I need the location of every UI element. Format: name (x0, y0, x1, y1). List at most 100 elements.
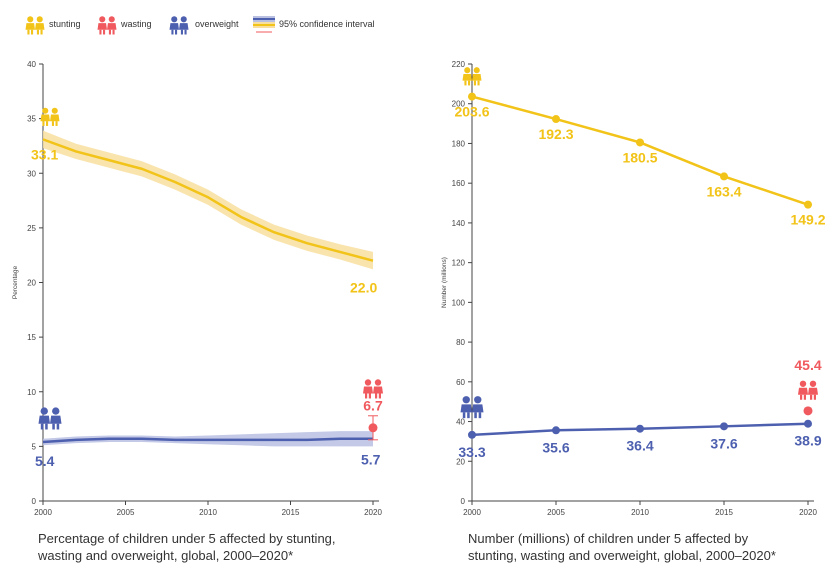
caption-left: Percentage of children under 5 affected … (38, 530, 336, 564)
left-y-tick-label: 35 (27, 115, 36, 124)
left-overweight-icon-head-1 (52, 407, 60, 415)
right-stunting-icon-leg-a-0 (464, 80, 467, 86)
right-overweight-value-label: 38.9 (794, 433, 821, 449)
right-y-axis-label: Number (millions) (441, 257, 448, 308)
right-stunting-icon-body-0 (462, 74, 472, 81)
right-y-tick-label: 80 (456, 338, 465, 347)
left-y-axis-label: Percentage (12, 265, 19, 299)
left-stunting-icon-body-0 (40, 114, 50, 122)
right-overweight-icon-head-0 (462, 396, 470, 404)
right-y-tick-label: 20 (456, 457, 465, 466)
left-overweight-icon-leg-a-0 (40, 423, 44, 430)
overweight-legend-figure-body-0 (169, 23, 179, 30)
right-x-tick-label: 2005 (547, 508, 565, 517)
right-overweight-value-label: 37.6 (710, 435, 737, 451)
number-chart: 0 20 40 60 80 100 120 140 160 180 200 220 2000 2005 20… (441, 60, 826, 517)
right-stunting-value-label: 149.2 (790, 212, 825, 228)
left-stunting-icon-leg-b-1 (55, 121, 58, 126)
overweight-children-icon (169, 16, 189, 35)
right-wasting-icon (798, 380, 818, 400)
right-stunting-icon-head-1 (473, 67, 480, 74)
left-x-tick-label: 2000 (34, 508, 52, 517)
left-y-tick-label: 0 (32, 497, 37, 506)
legend-label-overweight: overweight (195, 19, 239, 29)
overweight-legend-figure-leg-b-1 (184, 29, 187, 35)
legend-label-ci: 95% confidence interval (279, 19, 375, 29)
right-stunting-value-label: 192.3 (538, 126, 573, 142)
wasting-legend-figure-head-1 (108, 16, 115, 23)
right-x-tick-label: 2020 (799, 508, 817, 517)
right-stunting-point (720, 172, 728, 181)
wasting-legend-figure-leg-b-1 (112, 29, 115, 35)
right-stunting-point (552, 115, 560, 124)
stunting-legend-figure (25, 16, 45, 35)
right-stunting-point (804, 200, 812, 209)
right-overweight-point (636, 424, 644, 433)
wasting-legend-figure-leg-b-0 (103, 29, 106, 35)
caption-left-line1: Percentage of children under 5 affected … (38, 531, 336, 546)
left-wasting-icon-body-1 (373, 386, 383, 394)
right-stunting-value-label: 203.6 (454, 104, 489, 120)
right-stunting-icon-head-0 (464, 67, 471, 74)
left-stunting-icon-head-0 (42, 107, 49, 114)
left-x-tick-label: 2020 (364, 508, 382, 517)
legend-item-overweight: overweight (166, 12, 239, 36)
overweight-legend-figure-head-0 (171, 16, 178, 23)
left-overweight-icon-leg-a-1 (52, 423, 55, 430)
overweight-legend-figure-leg-a-0 (171, 29, 174, 35)
left-stunting-icon-leg-b-0 (46, 121, 49, 126)
right-overweight-value-label: 36.4 (626, 438, 653, 454)
right-wasting-icon-leg-a-1 (810, 394, 813, 400)
right-overweight-point (720, 422, 728, 431)
right-stunting-icon (462, 67, 482, 86)
right-overweight-icon-head-1 (474, 396, 482, 404)
left-overweight-line (42, 437, 373, 444)
right-x-tick-label: 2010 (631, 508, 649, 517)
left-y-tick-label: 5 (32, 442, 37, 451)
right-wasting-point (803, 406, 813, 416)
left-y-tick-label: 10 (27, 388, 36, 397)
left-x-tick-label: 2005 (117, 508, 135, 517)
overweight-legend-figure-leg-b-0 (175, 29, 178, 35)
confidence-interval-swatch-icon (253, 16, 275, 33)
stunting-legend-figure-body-0 (25, 23, 35, 30)
left-x-tick-label: 2015 (282, 508, 300, 517)
left-wasting-icon-leg-b-1 (378, 393, 381, 399)
right-overweight-point (804, 419, 812, 428)
right-wasting-icon-body-0 (798, 387, 808, 395)
percentage-chart: 0 5 10 15 20 25 30 35 40 2000 2005 2010 2015 2020 Perc… (12, 60, 383, 517)
stunting-legend-figure-leg-b-0 (31, 29, 34, 35)
overweight-legend-figure-leg-a-1 (180, 29, 183, 35)
right-wasting-label: 45.4 (794, 357, 821, 373)
chart-legend: stunting wasting overweight 95% confiden… (24, 8, 444, 38)
left-stunting-start-label: 33.1 (31, 146, 58, 162)
right-y-tick-label: 120 (452, 259, 466, 268)
legend-label-wasting: wasting (121, 19, 152, 29)
left-wasting-icon (363, 379, 383, 399)
wasting-legend-figure-body-0 (97, 23, 107, 30)
right-overweight-icon-body-1 (472, 404, 484, 413)
wasting-children-icon (97, 16, 117, 35)
left-wasting-icon-body-0 (363, 386, 373, 394)
caption-right: Number (millions) of children under 5 af… (468, 530, 776, 564)
left-y-tick-label: 15 (27, 333, 36, 342)
left-stunting-icon-head-1 (51, 107, 58, 114)
right-stunting-value-label: 163.4 (706, 183, 741, 199)
right-overweight-value-label: 35.6 (542, 439, 569, 455)
left-y-tick-label: 20 (27, 279, 36, 288)
left-wasting-icon-leg-b-0 (368, 393, 371, 399)
left-stunting-icon-leg-a-1 (51, 121, 54, 126)
right-x-tick-label: 2000 (463, 508, 481, 517)
right-overweight-point (468, 430, 476, 439)
right-wasting-icon-leg-a-0 (800, 394, 803, 400)
wasting-legend-figure (97, 16, 117, 35)
left-overweight-icon-leg-b-0 (45, 423, 48, 430)
left-y-tick-label: 25 (27, 224, 36, 233)
left-y-tick-label: 40 (27, 60, 36, 69)
stunting-legend-figure-leg-b-1 (40, 29, 43, 35)
left-wasting-icon-leg-a-1 (375, 393, 378, 399)
left-overweight-icon-body-0 (38, 415, 50, 424)
left-wasting-icon-head-0 (364, 379, 372, 386)
right-stunting-point (636, 138, 644, 147)
right-overweight-icon-leg-b-0 (467, 412, 470, 419)
